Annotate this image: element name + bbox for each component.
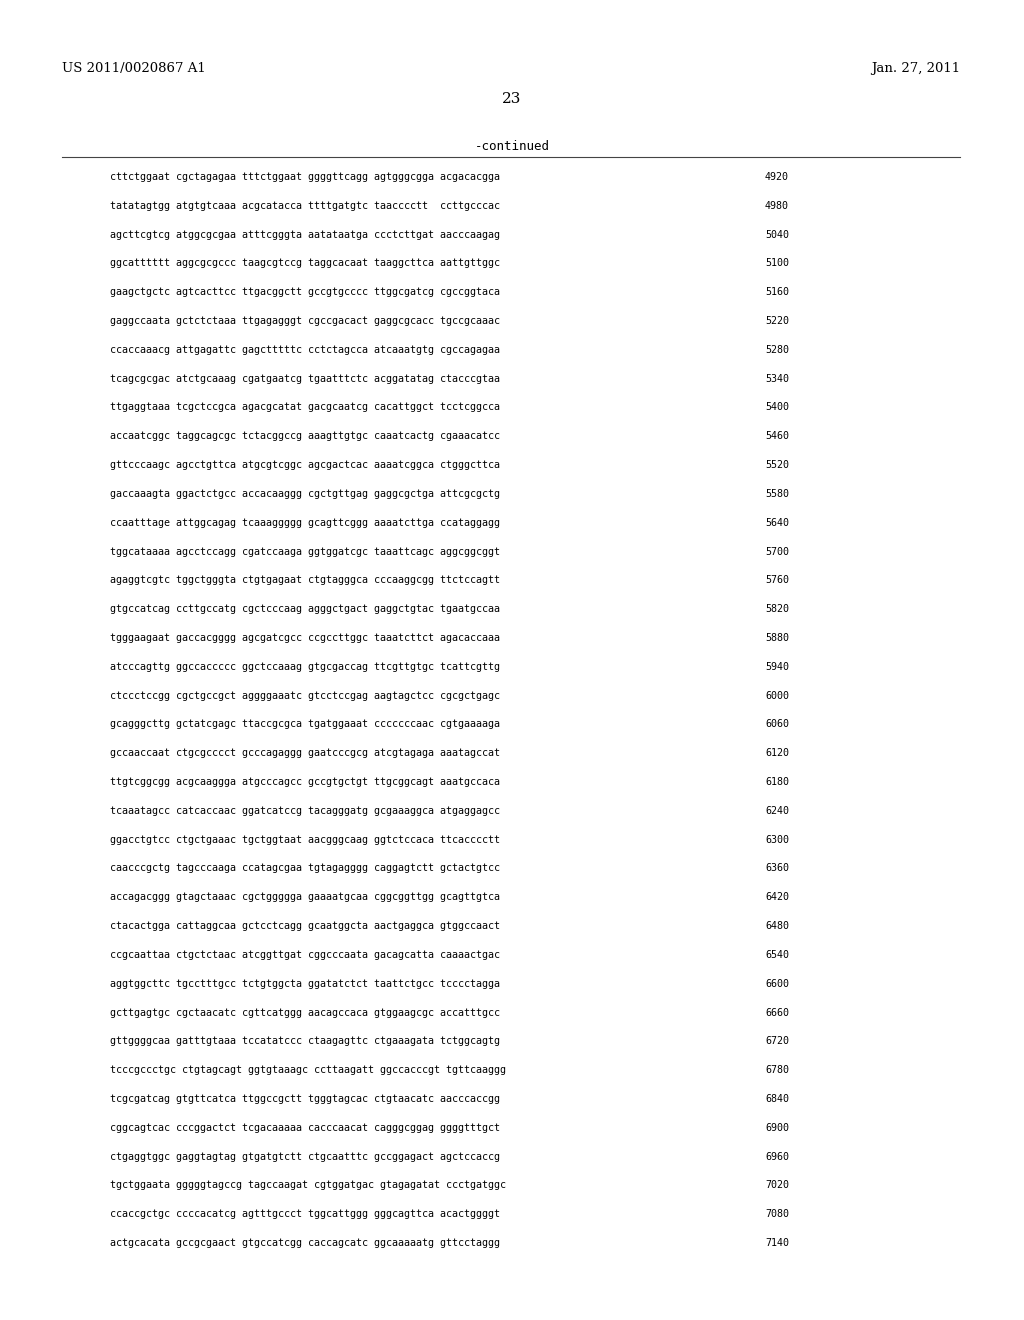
Text: 6240: 6240	[765, 805, 790, 816]
Text: 6660: 6660	[765, 1007, 790, 1018]
Text: ccaccaaacg attgagattc gagctttttc cctctagcca atcaaatgtg cgccagagaa: ccaccaaacg attgagattc gagctttttc cctctag…	[110, 345, 500, 355]
Text: ccgcaattaa ctgctctaac atcggttgat cggcccaata gacagcatta caaaactgac: ccgcaattaa ctgctctaac atcggttgat cggccca…	[110, 950, 500, 960]
Text: 23: 23	[503, 92, 521, 106]
Text: actgcacata gccgcgaact gtgccatcgg caccagcatc ggcaaaaatg gttcctaggg: actgcacata gccgcgaact gtgccatcgg caccagc…	[110, 1238, 500, 1247]
Text: 6000: 6000	[765, 690, 790, 701]
Text: 6960: 6960	[765, 1151, 790, 1162]
Text: 5820: 5820	[765, 605, 790, 614]
Text: gccaaccaat ctgcgcccct gcccagaggg gaatcccgcg atcgtagaga aaatagccat: gccaaccaat ctgcgcccct gcccagaggg gaatccc…	[110, 748, 500, 758]
Text: ccaccgctgc ccccacatcg agtttgccct tggcattggg gggcagttca acactggggt: ccaccgctgc ccccacatcg agtttgccct tggcatt…	[110, 1209, 500, 1220]
Text: 6540: 6540	[765, 950, 790, 960]
Text: 5400: 5400	[765, 403, 790, 412]
Text: tgctggaata gggggtagccg tagccaagat cgtggatgac gtagagatat ccctgatggc: tgctggaata gggggtagccg tagccaagat cgtgga…	[110, 1180, 506, 1191]
Text: Jan. 27, 2011: Jan. 27, 2011	[870, 62, 961, 75]
Text: gcttgagtgc cgctaacatc cgttcatggg aacagccaca gtggaagcgc accatttgcc: gcttgagtgc cgctaacatc cgttcatggg aacagcc…	[110, 1007, 500, 1018]
Text: 6780: 6780	[765, 1065, 790, 1074]
Text: 7020: 7020	[765, 1180, 790, 1191]
Text: ccaatttage attggcagag tcaaaggggg gcagttcggg aaaatcttga ccataggagg: ccaatttage attggcagag tcaaaggggg gcagttc…	[110, 517, 500, 528]
Text: 5340: 5340	[765, 374, 790, 384]
Text: 6120: 6120	[765, 748, 790, 758]
Text: 6600: 6600	[765, 978, 790, 989]
Text: atcccagttg ggccaccccc ggctccaaag gtgcgaccag ttcgttgtgc tcattcgttg: atcccagttg ggccaccccc ggctccaaag gtgcgac…	[110, 661, 500, 672]
Text: tatatagtgg atgtgtcaaa acgcatacca ttttgatgtc taacccctt  ccttgcccac: tatatagtgg atgtgtcaaa acgcatacca ttttgat…	[110, 201, 500, 211]
Text: 6420: 6420	[765, 892, 790, 903]
Text: gttggggcaa gatttgtaaa tccatatccc ctaagagttc ctgaaagata tctggcagtg: gttggggcaa gatttgtaaa tccatatccc ctaagag…	[110, 1036, 500, 1047]
Text: 5040: 5040	[765, 230, 790, 240]
Text: US 2011/0020867 A1: US 2011/0020867 A1	[62, 62, 206, 75]
Text: tcccgccctgc ctgtagcagt ggtgtaaagc ccttaagatt ggccacccgt tgttcaaggg: tcccgccctgc ctgtagcagt ggtgtaaagc ccttaa…	[110, 1065, 506, 1074]
Text: 7140: 7140	[765, 1238, 790, 1247]
Text: tcagcgcgac atctgcaaag cgatgaatcg tgaatttctc acggatatag ctacccgtaa: tcagcgcgac atctgcaaag cgatgaatcg tgaattt…	[110, 374, 500, 384]
Text: ctgaggtggc gaggtagtag gtgatgtctt ctgcaatttc gccggagact agctccaccg: ctgaggtggc gaggtagtag gtgatgtctt ctgcaat…	[110, 1151, 500, 1162]
Text: tcaaatagcc catcaccaac ggatcatccg tacagggatg gcgaaaggca atgaggagcc: tcaaatagcc catcaccaac ggatcatccg tacaggg…	[110, 805, 500, 816]
Text: tgggaagaat gaccacgggg agcgatcgcc ccgccttggc taaatcttct agacaccaaa: tgggaagaat gaccacgggg agcgatcgcc ccgcctt…	[110, 634, 500, 643]
Text: 7080: 7080	[765, 1209, 790, 1220]
Text: 6840: 6840	[765, 1094, 790, 1104]
Text: 5220: 5220	[765, 315, 790, 326]
Text: 5940: 5940	[765, 661, 790, 672]
Text: gttcccaagc agcctgttca atgcgtcggc agcgactcac aaaatcggca ctgggcttca: gttcccaagc agcctgttca atgcgtcggc agcgact…	[110, 461, 500, 470]
Text: agcttcgtcg atggcgcgaa atttcgggta aatataatga ccctcttgat aacccaagag: agcttcgtcg atggcgcgaa atttcgggta aatataa…	[110, 230, 500, 240]
Text: cttctggaat cgctagagaa tttctggaat ggggttcagg agtgggcgga acgacacgga: cttctggaat cgctagagaa tttctggaat ggggttc…	[110, 172, 500, 182]
Text: 6900: 6900	[765, 1123, 790, 1133]
Text: accagacggg gtagctaaac cgctggggga gaaaatgcaa cggcggttgg gcagttgtca: accagacggg gtagctaaac cgctggggga gaaaatg…	[110, 892, 500, 903]
Text: gcagggcttg gctatcgagc ttaccgcgca tgatggaaat cccccccaac cgtgaaaaga: gcagggcttg gctatcgagc ttaccgcgca tgatgga…	[110, 719, 500, 730]
Text: accaatcggc taggcagcgc tctacggccg aaagttgtgc caaatcactg cgaaacatcc: accaatcggc taggcagcgc tctacggccg aaagttg…	[110, 432, 500, 441]
Text: 5100: 5100	[765, 259, 790, 268]
Text: tcgcgatcag gtgttcatca ttggccgctt tgggtagcac ctgtaacatc aacccaccgg: tcgcgatcag gtgttcatca ttggccgctt tgggtag…	[110, 1094, 500, 1104]
Text: ttgtcggcgg acgcaaggga atgcccagcc gccgtgctgt ttgcggcagt aaatgccaca: ttgtcggcgg acgcaaggga atgcccagcc gccgtgc…	[110, 777, 500, 787]
Text: 4920: 4920	[765, 172, 790, 182]
Text: cggcagtcac cccggactct tcgacaaaaa cacccaacat cagggcggag ggggtttgct: cggcagtcac cccggactct tcgacaaaaa cacccaa…	[110, 1123, 500, 1133]
Text: gtgccatcag ccttgccatg cgctcccaag agggctgact gaggctgtac tgaatgccaa: gtgccatcag ccttgccatg cgctcccaag agggctg…	[110, 605, 500, 614]
Text: 5280: 5280	[765, 345, 790, 355]
Text: 5460: 5460	[765, 432, 790, 441]
Text: gaagctgctc agtcacttcc ttgacggctt gccgtgcccc ttggcgatcg cgccggtaca: gaagctgctc agtcacttcc ttgacggctt gccgtgc…	[110, 288, 500, 297]
Text: ggcatttttt aggcgcgccc taagcgtccg taggcacaat taaggcttca aattgttggc: ggcatttttt aggcgcgccc taagcgtccg taggcac…	[110, 259, 500, 268]
Text: gaggccaata gctctctaaa ttgagagggt cgccgacact gaggcgcacc tgccgcaaac: gaggccaata gctctctaaa ttgagagggt cgccgac…	[110, 315, 500, 326]
Text: 5520: 5520	[765, 461, 790, 470]
Text: 6180: 6180	[765, 777, 790, 787]
Text: ggacctgtcc ctgctgaaac tgctggtaat aacgggcaag ggtctccaca ttcacccctt: ggacctgtcc ctgctgaaac tgctggtaat aacgggc…	[110, 834, 500, 845]
Text: caacccgctg tagcccaaga ccatagcgaa tgtagagggg caggagtctt gctactgtcc: caacccgctg tagcccaaga ccatagcgaa tgtagag…	[110, 863, 500, 874]
Text: ctccctccgg cgctgccgct aggggaaatc gtcctccgag aagtagctcc cgcgctgagc: ctccctccgg cgctgccgct aggggaaatc gtcctcc…	[110, 690, 500, 701]
Text: 5160: 5160	[765, 288, 790, 297]
Text: 5760: 5760	[765, 576, 790, 585]
Text: 6360: 6360	[765, 863, 790, 874]
Text: 5580: 5580	[765, 488, 790, 499]
Text: 6060: 6060	[765, 719, 790, 730]
Text: gaccaaagta ggactctgcc accacaaggg cgctgttgag gaggcgctga attcgcgctg: gaccaaagta ggactctgcc accacaaggg cgctgtt…	[110, 488, 500, 499]
Text: 6480: 6480	[765, 921, 790, 931]
Text: 5880: 5880	[765, 634, 790, 643]
Text: 5700: 5700	[765, 546, 790, 557]
Text: aggtggcttc tgcctttgcc tctgtggcta ggatatctct taattctgcc tcccctagga: aggtggcttc tgcctttgcc tctgtggcta ggatatc…	[110, 978, 500, 989]
Text: tggcataaaa agcctccagg cgatccaaga ggtggatcgc taaattcagc aggcggcggt: tggcataaaa agcctccagg cgatccaaga ggtggat…	[110, 546, 500, 557]
Text: 6300: 6300	[765, 834, 790, 845]
Text: 4980: 4980	[765, 201, 790, 211]
Text: -continued: -continued	[474, 140, 550, 153]
Text: agaggtcgtc tggctgggta ctgtgagaat ctgtagggca cccaaggcgg ttctccagtt: agaggtcgtc tggctgggta ctgtgagaat ctgtagg…	[110, 576, 500, 585]
Text: 6720: 6720	[765, 1036, 790, 1047]
Text: ctacactgga cattaggcaa gctcctcagg gcaatggcta aactgaggca gtggccaact: ctacactgga cattaggcaa gctcctcagg gcaatgg…	[110, 921, 500, 931]
Text: ttgaggtaaa tcgctccgca agacgcatat gacgcaatcg cacattggct tcctcggcca: ttgaggtaaa tcgctccgca agacgcatat gacgcaa…	[110, 403, 500, 412]
Text: 5640: 5640	[765, 517, 790, 528]
